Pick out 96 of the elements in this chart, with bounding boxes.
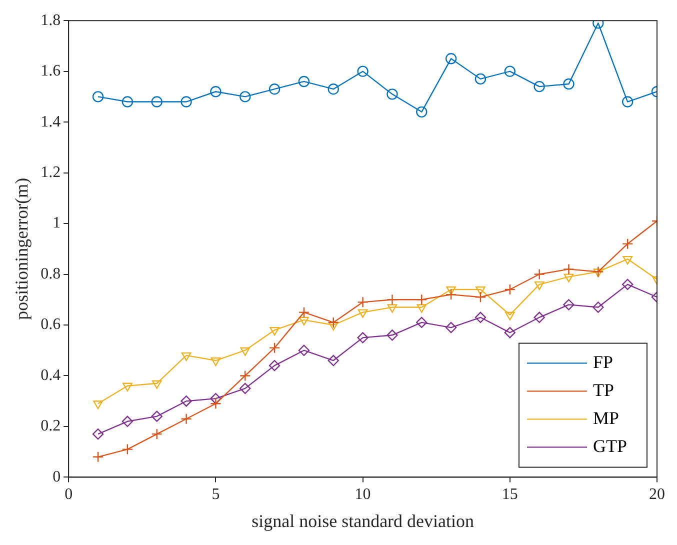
point [328, 83, 339, 95]
point [298, 76, 310, 88]
point [416, 316, 428, 328]
point [240, 91, 251, 102]
point [240, 370, 251, 382]
point [563, 299, 574, 310]
point [122, 382, 132, 392]
point [474, 73, 486, 85]
point [534, 281, 544, 290]
point [357, 66, 368, 77]
point [446, 286, 456, 296]
legend-label: TP [592, 380, 614, 400]
point [240, 382, 251, 394]
point [416, 106, 428, 118]
point [592, 266, 604, 278]
legend-label: GTP [592, 436, 628, 456]
point [504, 312, 515, 320]
point [210, 392, 222, 404]
point [299, 316, 309, 326]
legend-label: FP [592, 352, 614, 372]
point [268, 360, 280, 372]
point [268, 342, 280, 354]
y-tick-label: 1.8 [40, 12, 61, 29]
y-tick-label: 1.4 [40, 113, 61, 130]
point [358, 309, 368, 318]
point [504, 284, 516, 296]
x-tick-label: 0 [64, 486, 73, 504]
point [181, 352, 192, 362]
point [622, 238, 634, 250]
point [328, 316, 339, 328]
point [593, 268, 604, 278]
point [298, 306, 310, 318]
point [210, 86, 222, 98]
y-tick-label: 1.6 [40, 62, 61, 80]
point [298, 344, 310, 356]
point [328, 354, 339, 366]
point [563, 264, 574, 275]
y-tick-label: 0 [52, 468, 61, 486]
point [534, 268, 545, 280]
point [504, 66, 516, 77]
point [445, 322, 457, 334]
point [563, 78, 574, 90]
y-tick-label: 0.2 [40, 418, 61, 435]
point [504, 327, 516, 338]
x-tick-label: 10 [354, 486, 371, 504]
x-axis-title: signal noise standard deviation [252, 510, 474, 531]
point [445, 53, 457, 64]
point [386, 330, 398, 341]
point [622, 278, 634, 290]
x-tick-label: 5 [212, 486, 220, 504]
point [564, 274, 574, 282]
point [93, 400, 103, 410]
point [474, 291, 486, 303]
point [180, 96, 192, 108]
point [268, 83, 280, 95]
x-tick-label: 20 [649, 486, 665, 504]
point [180, 413, 192, 424]
point [445, 288, 457, 300]
point [357, 296, 368, 308]
legend-label: MP [592, 408, 620, 428]
point [534, 80, 545, 92]
point [622, 96, 634, 108]
x-tick-label: 15 [502, 486, 518, 504]
point [386, 88, 398, 100]
point [357, 332, 368, 344]
y-axis-title: positioningerror(m) [12, 178, 32, 320]
point [328, 322, 338, 331]
point [122, 416, 134, 427]
point [270, 326, 280, 336]
y-tick-label: 1.2 [40, 164, 61, 182]
point [476, 286, 486, 296]
point [210, 398, 222, 410]
point [416, 294, 428, 306]
point [151, 410, 162, 422]
y-tick-label: 0.8 [40, 265, 61, 282]
point [92, 428, 104, 440]
point [180, 396, 192, 407]
point [122, 444, 134, 455]
point [152, 380, 162, 389]
y-tick-label: 0.6 [40, 316, 61, 334]
point [151, 428, 162, 440]
y-tick-label: 0.4 [40, 366, 61, 384]
point [122, 96, 134, 108]
point [151, 96, 162, 108]
point [240, 347, 250, 356]
point [92, 91, 104, 102]
point [416, 304, 427, 313]
point [592, 302, 604, 313]
point [386, 294, 398, 306]
y-tick-label: 1 [52, 214, 61, 232]
point [534, 312, 545, 323]
point [474, 312, 486, 323]
point [622, 256, 633, 265]
point [92, 451, 104, 463]
point [210, 357, 221, 366]
point [387, 304, 398, 313]
